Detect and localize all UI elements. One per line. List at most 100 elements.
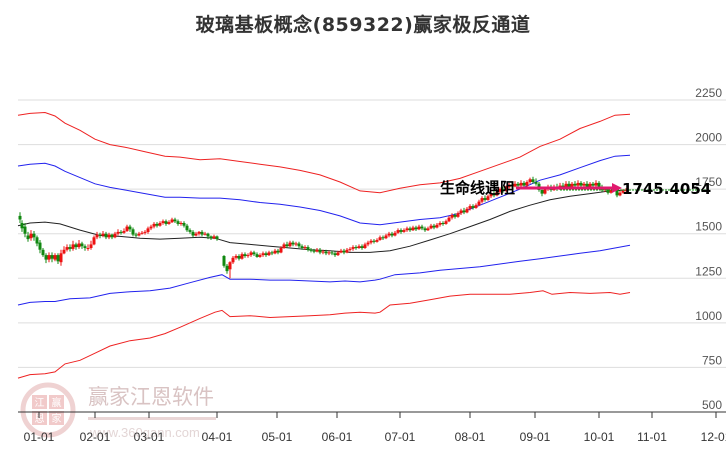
candlesticks: [18, 176, 628, 279]
candle: [173, 219, 177, 222]
candle: [513, 183, 517, 187]
channel-bands: [17, 111, 631, 379]
candle: [501, 189, 505, 191]
candle: [381, 237, 385, 239]
candle: [200, 231, 204, 235]
candle: [182, 223, 186, 226]
candle: [240, 254, 244, 259]
candle: [155, 223, 159, 226]
candle: [179, 223, 183, 224]
candle: [435, 224, 439, 228]
candle: [23, 226, 27, 234]
x-tick-label: 09-01: [520, 430, 551, 444]
candle: [342, 250, 346, 253]
outer_upper-line: [17, 111, 631, 194]
inner_upper-line: [17, 154, 631, 226]
candle: [273, 250, 277, 254]
candle: [203, 233, 207, 235]
candle: [534, 182, 538, 184]
svg-text:江: 江: [35, 397, 45, 409]
candle: [285, 244, 289, 247]
candle: [71, 244, 75, 249]
candle: [288, 242, 292, 247]
candle: [519, 182, 523, 186]
candle: [26, 235, 30, 240]
candle: [576, 182, 580, 186]
annotation-label: 生命线遇阻: [440, 179, 515, 197]
candle: [237, 256, 241, 259]
candle: [498, 189, 502, 192]
candle: [222, 256, 226, 266]
candle: [146, 228, 150, 232]
candle: [47, 255, 51, 260]
candle: [618, 192, 622, 196]
candle: [357, 246, 361, 248]
candle: [140, 232, 144, 234]
candle: [540, 190, 544, 194]
candle: [41, 249, 45, 256]
candle: [261, 253, 265, 256]
arrow-head-icon: [612, 182, 622, 193]
candle: [393, 232, 397, 236]
watermark: 江 赢 恩 家 赢家江恩软件 www.360gann.com: [20, 382, 216, 440]
x-tick-label: 07-01: [385, 430, 416, 444]
candle: [378, 237, 382, 240]
candle: [480, 198, 484, 202]
candle: [194, 233, 198, 236]
outer_lower-line: [17, 290, 631, 379]
x-tick-label: 11-01: [637, 430, 667, 444]
candle: [152, 223, 156, 227]
candle: [468, 206, 472, 209]
candle: [420, 226, 424, 229]
candle: [465, 208, 469, 213]
x-tick-label: 10-01: [584, 430, 615, 444]
svg-text:恩: 恩: [35, 413, 45, 425]
candle: [318, 249, 322, 253]
candle: [486, 196, 490, 200]
candle: [315, 249, 319, 252]
candle: [606, 188, 610, 193]
candle: [570, 183, 574, 187]
candle: [441, 223, 445, 224]
candle: [516, 183, 520, 186]
candle: [53, 255, 57, 260]
watermark-seal-icon: 江 赢 恩 家: [20, 382, 76, 438]
candle: [462, 210, 466, 213]
candle: [609, 190, 613, 193]
candle: [438, 223, 442, 225]
candle: [423, 228, 427, 231]
candle: [101, 233, 105, 236]
inner_lower-line: [17, 244, 631, 306]
axes: 2250 2000 1750 1500 1250 1000 750 500 01-01 02-01…: [18, 86, 726, 444]
y-tick-label: 1750: [695, 175, 722, 189]
candle: [212, 236, 216, 239]
candle: [62, 249, 66, 254]
candle: [282, 244, 286, 248]
candle: [44, 255, 48, 260]
watermark-brand: 赢家江恩软件: [88, 385, 214, 409]
candle: [264, 253, 268, 256]
candle: [276, 250, 280, 253]
candle: [564, 183, 568, 188]
candle: [107, 234, 111, 238]
x-tick-label: 02-01: [80, 430, 111, 444]
candle: [38, 242, 42, 250]
candle: [65, 247, 69, 250]
candle: [149, 226, 153, 229]
y-tick-label: 2000: [695, 131, 722, 145]
candle: [185, 225, 189, 231]
x-tick-label: 01-01: [24, 430, 55, 444]
candle: [188, 230, 192, 232]
y-tick-label: 2250: [695, 86, 722, 100]
candle: [414, 227, 418, 230]
candle: [402, 230, 406, 232]
candle: [594, 182, 598, 186]
candle: [252, 252, 256, 255]
candle: [125, 226, 129, 232]
candle: [348, 248, 352, 250]
annotation-value: 1745.4054: [622, 180, 711, 198]
candle: [206, 233, 210, 237]
chart-title: 玻璃基板概念(859322)赢家极反通道: [195, 14, 531, 36]
x-tick-label: 04-01: [202, 430, 233, 444]
candle: [360, 246, 364, 248]
